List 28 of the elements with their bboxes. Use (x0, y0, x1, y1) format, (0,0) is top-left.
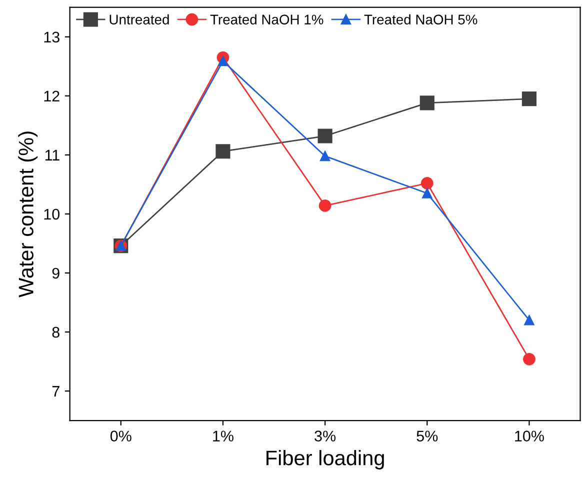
point (320, 151, 330, 162)
point (218, 56, 228, 66)
point (522, 92, 537, 106)
legend-label: Treated NaOH 5% (364, 14, 478, 24)
y-tick-label: 13 (44, 32, 60, 43)
point (420, 177, 434, 190)
point (318, 199, 332, 212)
point (420, 96, 434, 110)
y-tick-label: 11 (45, 150, 60, 160)
y-tick-label: 8 (52, 326, 60, 338)
x-tick-label: 10% (515, 430, 544, 442)
x-axis-title: Fiber loading (266, 450, 384, 470)
x-tick-label: 1% (213, 430, 234, 442)
x-tick-label: 0% (110, 430, 132, 442)
point (216, 144, 230, 159)
legend-label: Treated NaOH 1% (210, 14, 324, 24)
y-tick-label: 12 (44, 90, 60, 102)
y-axis-title: Water content (%) (18, 132, 38, 298)
point (422, 188, 432, 198)
y-tick-label: 9 (52, 268, 60, 279)
point (524, 315, 534, 326)
y-tick-label: 10 (44, 208, 60, 220)
point (523, 352, 536, 366)
point (318, 128, 332, 144)
legend-label: Untreated (110, 14, 169, 24)
x-tick-label: 3% (314, 430, 336, 442)
y-tick-label: 7 (52, 386, 60, 397)
x-tick-label: 5% (416, 430, 438, 442)
